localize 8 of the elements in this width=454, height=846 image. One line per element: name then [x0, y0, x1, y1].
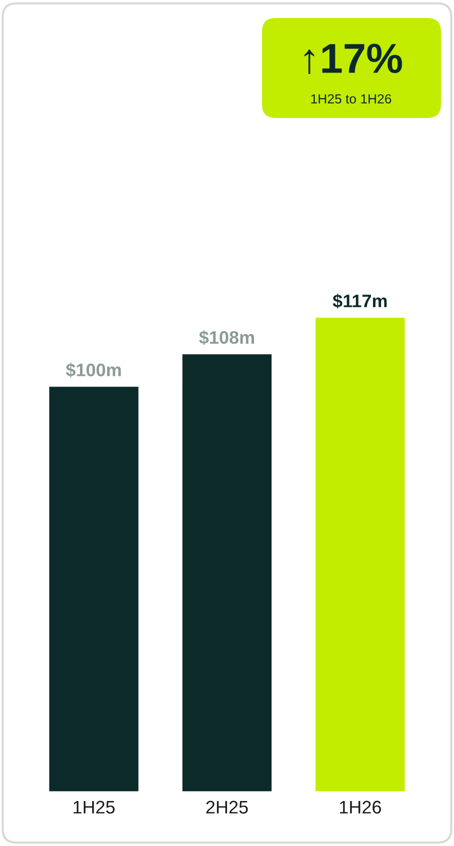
- data-label: $117m: [332, 294, 387, 309]
- text: 1H25 to 1H26: [311, 94, 392, 104]
- x-tick-label: 1H25: [74, 800, 115, 814]
- data-label: $108m: [199, 330, 254, 346]
- x-tick-label: 1H26: [340, 800, 381, 814]
- data-label: $100m: [66, 362, 121, 378]
- x-tick-label: 2H25: [206, 800, 248, 814]
- text: ↑17%: [304, 44, 402, 74]
